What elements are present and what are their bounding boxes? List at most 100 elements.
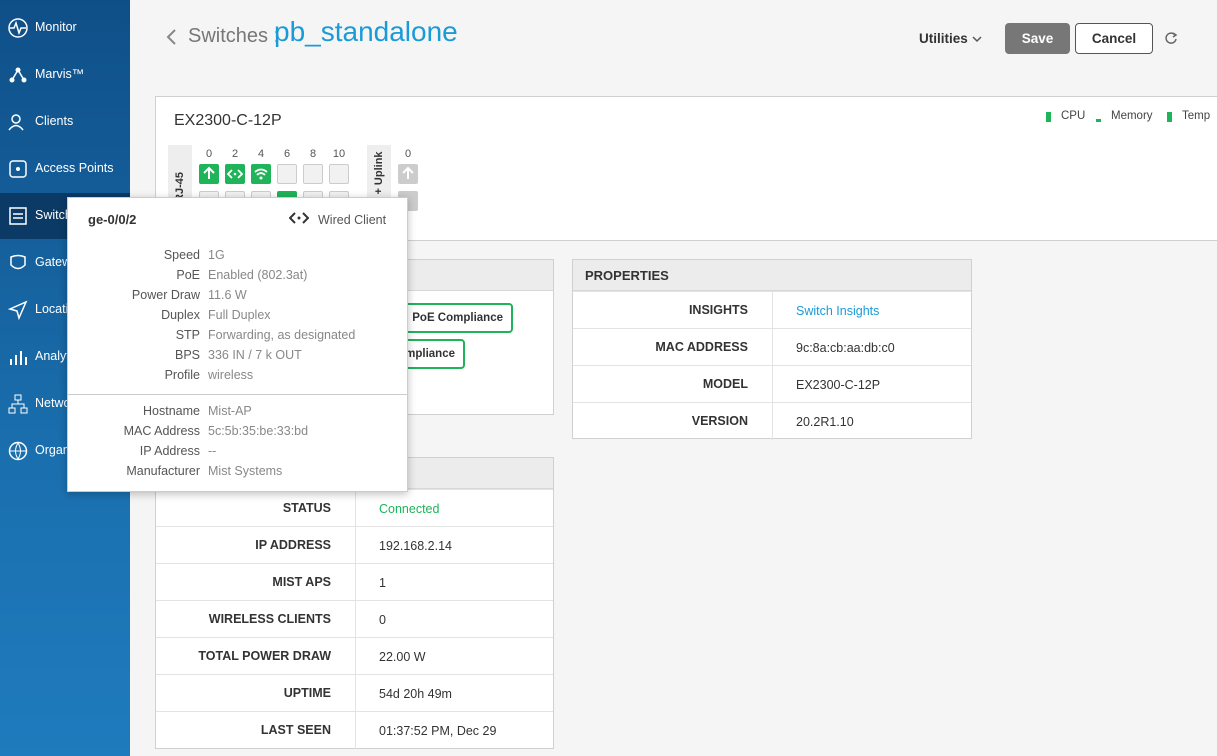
tooltip-value: wireless [208, 368, 254, 382]
row-divider [355, 638, 356, 675]
tooltip-value: Enabled (802.3at) [208, 268, 308, 282]
row-label: STATUS [282, 501, 331, 515]
save-button[interactable]: Save [1005, 23, 1070, 54]
row-value: 20.2R1.10 [796, 415, 854, 429]
nav-item[interactable]: Analyt [0, 334, 130, 380]
panel-header: PROPERTIES [573, 260, 971, 291]
row-label: LAST SEEN [260, 723, 331, 737]
nav-icon [10, 254, 26, 270]
legend-bar [1167, 112, 1172, 122]
table-row: MIST APS 1 [156, 563, 553, 601]
tooltip-value: 336 IN / 7 k OUT [208, 348, 302, 362]
port[interactable] [225, 164, 245, 184]
nav-label: Gatew [35, 255, 72, 269]
nav-icon [8, 300, 28, 320]
table-row: WIRELESS CLIENTS 0 [156, 600, 553, 638]
nav-icon [8, 441, 28, 461]
divider [68, 394, 407, 395]
legend-label: Temp [1182, 110, 1211, 122]
nav-icon [8, 394, 28, 414]
nav-label: Netwo [35, 396, 71, 410]
table-row: IP ADDRESS 192.168.2.14 [156, 526, 553, 564]
nav-item[interactable]: Access Points [0, 146, 130, 192]
tooltip-value: Full Duplex [208, 308, 271, 322]
row-divider [772, 403, 773, 440]
utilities-menu[interactable]: Utilities [919, 31, 982, 46]
device-model: EX2300-C-12P [174, 112, 282, 129]
tooltip-value: 11.6 W [208, 288, 247, 302]
nav-label: Monitor [35, 20, 77, 34]
nav-label: Locati [35, 302, 69, 316]
nav-item[interactable]: Netwo [0, 381, 130, 427]
tooltip-value: Mist Systems [208, 464, 283, 478]
nav-item[interactable]: Marvis™ [0, 52, 130, 98]
tooltip-label: Duplex [161, 308, 200, 322]
refresh-icon[interactable] [1164, 31, 1178, 45]
tooltip-value: -- [208, 444, 217, 458]
port-number: 4 [257, 148, 265, 160]
row-value: 22.00 W [379, 650, 426, 664]
nav-label: Switch [35, 208, 72, 222]
tooltip-port: ge-0/0/2 [88, 212, 137, 227]
port[interactable] [277, 164, 297, 184]
row-value: 192.168.2.14 [379, 539, 452, 553]
port-icon [203, 166, 215, 179]
cancel-button[interactable]: Cancel [1075, 23, 1153, 54]
nav-item[interactable]: Organ [0, 428, 130, 474]
row-divider [355, 712, 356, 749]
nav-icon [8, 18, 28, 38]
properties-panel: PROPERTIES INSIGHTS Switch Insights MAC AD… [572, 259, 972, 440]
port-number: 10 [332, 148, 346, 160]
row-label: MIST APS [272, 575, 331, 589]
breadcrumb[interactable]: Switches : [188, 25, 280, 47]
port[interactable] [303, 164, 323, 184]
row-label: MAC ADDRESS [655, 340, 748, 354]
row-value: Connected [379, 502, 440, 516]
tooltip-label: Power Draw [131, 288, 200, 302]
row-label: WIRELESS CLIENTS [208, 612, 331, 626]
tooltip-label: IP Address [139, 444, 200, 458]
legend-label: CPU [1061, 110, 1086, 122]
tooltip-client-type: Wired Client [318, 213, 387, 227]
row-label: VERSION [691, 414, 748, 428]
row-label: MODEL [702, 377, 748, 391]
port[interactable] [251, 164, 271, 184]
caret [972, 36, 982, 43]
nav-label: Marvis™ [35, 67, 85, 81]
row-value: EX2300-C-12P [796, 378, 881, 392]
port-icon [402, 166, 414, 179]
legend-bar [1046, 112, 1051, 122]
row-label: UPTIME [283, 686, 331, 700]
back-chevron[interactable] [165, 28, 179, 46]
nav-item[interactable]: Locati [0, 287, 130, 333]
port[interactable] [199, 164, 219, 184]
tooltip-label: Manufacturer [126, 464, 200, 478]
port-number: 0 [404, 148, 412, 160]
table-row: MODEL EX2300-C-12P [573, 365, 971, 403]
row-label: IP ADDRESS [255, 538, 331, 552]
table-row: UPTIME 54d 20h 49m [156, 674, 553, 712]
row-divider [772, 329, 773, 366]
tooltip-label: Profile [164, 368, 200, 382]
nav-item[interactable]: Clients [0, 99, 130, 145]
row-value[interactable]: Switch Insights [796, 304, 880, 318]
legend-label: Memory [1111, 110, 1153, 122]
row-label: INSIGHTS [688, 303, 748, 317]
port[interactable] [398, 164, 418, 184]
tooltip-value: Forwarding, as designated [208, 328, 356, 342]
row-divider [355, 527, 356, 564]
port[interactable] [329, 164, 349, 184]
port-icon [226, 169, 244, 179]
nav-item[interactable]: Gatew [0, 240, 130, 286]
row-value: 54d 20h 49m [379, 687, 452, 701]
tooltip-value: 5c:5b:35:be:33:bd [208, 424, 309, 438]
port-number: 2 [231, 148, 239, 160]
nav-label: Access Points [35, 161, 114, 175]
table-row: MAC ADDRESS 9c:8a:cb:aa:db:c0 [573, 328, 971, 366]
port-tooltip: ge-0/0/2 Wired Client Speed 1G PoE Enabled … [67, 197, 408, 492]
table-row: INSIGHTS Switch Insights [573, 291, 971, 329]
utilities-label: Utilities [919, 31, 968, 46]
row-divider [355, 601, 356, 638]
nav-item[interactable]: Monitor [0, 5, 130, 51]
